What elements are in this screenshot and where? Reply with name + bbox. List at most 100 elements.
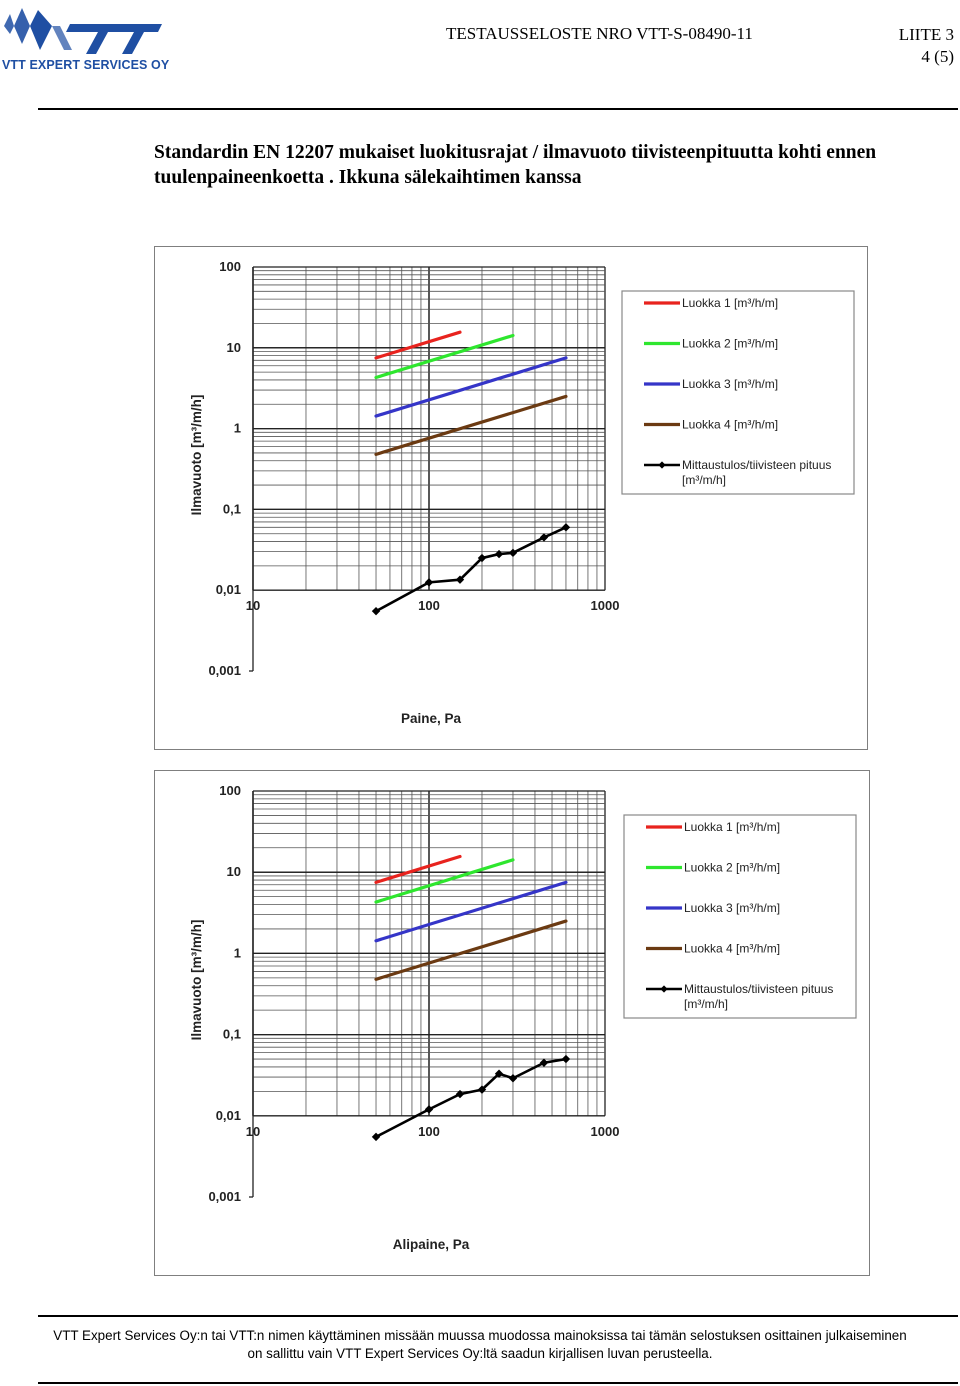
legend-item: Luokka 1 [m³/h/m] bbox=[646, 820, 780, 834]
legend-label: Luokka 2 [m³/h/m] bbox=[682, 337, 778, 351]
legend-item: Luokka 4 [m³/h/m] bbox=[646, 942, 780, 956]
x-tick-label: 1000 bbox=[591, 1124, 620, 1139]
chart-pressure: 0,001 0,01 0,1 1 10 100 10 100 1000 Paine, Pa Ilma… bbox=[189, 259, 855, 726]
data-point bbox=[561, 1054, 571, 1064]
legend-box bbox=[621, 290, 855, 495]
y-axis-title: Ilmavuoto [m³/m/h] bbox=[189, 920, 204, 1041]
grid bbox=[252, 266, 606, 591]
legend-label: Luokka 2 [m³/h/m] bbox=[684, 861, 780, 875]
footer-line-2: on sallittu vain VTT Expert Services Oy:… bbox=[247, 1346, 713, 1361]
page-title-line-2: tuulenpaineenkoetta . Ikkuna sälekaihtim… bbox=[154, 167, 582, 188]
y-tick-label: 0,1 bbox=[223, 501, 241, 516]
series-3 bbox=[374, 356, 568, 418]
series-4 bbox=[374, 394, 568, 456]
series-line bbox=[374, 1057, 568, 1139]
company-name: VTT EXPERT SERVICES OY bbox=[2, 58, 170, 72]
legend-label: Mittaustulos/tiivisteen pituus bbox=[684, 982, 833, 996]
legend-item: Luokka 2 [m³/h/m] bbox=[646, 861, 780, 875]
vtt-logo-icon bbox=[0, 4, 180, 74]
x-tick-label: 10 bbox=[246, 598, 260, 613]
x-axis-title: Paine, Pa bbox=[401, 711, 462, 726]
legend-label: Luokka 3 [m³/h/m] bbox=[682, 377, 778, 391]
legend-label: [m³/m/h] bbox=[684, 997, 728, 1011]
chart-underpressure: 0,001 0,01 0,1 1 10 100 10 100 1000 Alipaine, Pa I… bbox=[189, 783, 857, 1252]
data-point bbox=[539, 1058, 549, 1067]
footer-rule-top bbox=[38, 1315, 958, 1317]
data-point bbox=[371, 606, 381, 616]
legend: Luokka 1 [m³/h/m] Luokka 2 [m³/h/m] Luokka… bbox=[623, 814, 857, 1019]
page-title: Standardin EN 12207 mukaiset luokitusraj… bbox=[154, 140, 954, 190]
x-tick-label: 100 bbox=[418, 598, 440, 613]
legend-marker bbox=[658, 461, 666, 469]
series-line bbox=[374, 394, 568, 456]
legend-item: Mittaustulos/tiivisteen pituus[m³/m/h] bbox=[644, 458, 831, 487]
legend-item: Mittaustulos/tiivisteen pituus[m³/m/h] bbox=[646, 982, 833, 1011]
vtt-logo-mark bbox=[4, 8, 162, 54]
series-2 bbox=[374, 858, 515, 904]
header-rule bbox=[38, 108, 958, 110]
series-line bbox=[374, 919, 568, 981]
series-4 bbox=[374, 919, 568, 981]
x-axis-title: Alipaine, Pa bbox=[393, 1237, 470, 1252]
data-point bbox=[424, 1105, 434, 1114]
legend-label: Luokka 4 [m³/h/m] bbox=[684, 942, 780, 956]
legend-label: [m³/m/h] bbox=[682, 473, 726, 487]
series-line bbox=[374, 333, 515, 380]
data-point bbox=[494, 549, 504, 559]
legend-label: Mittaustulos/tiivisteen pituus bbox=[682, 458, 831, 472]
report-number: TESTAUSSELOSTE NRO VTT-S-08490-11 bbox=[446, 24, 753, 43]
legend-item: Luokka 3 [m³/h/m] bbox=[646, 901, 780, 915]
legend-marker bbox=[660, 985, 668, 993]
legend-label: Luokka 3 [m³/h/m] bbox=[684, 901, 780, 915]
legend-label: Luokka 4 [m³/h/m] bbox=[682, 418, 778, 432]
page-number: 4 (5) bbox=[921, 47, 954, 66]
legend-box bbox=[623, 814, 857, 1019]
y-axis-title: Ilmavuoto [m³/m/h] bbox=[189, 395, 204, 516]
data-point bbox=[508, 1074, 518, 1083]
legend-item: Luokka 2 [m³/h/m] bbox=[644, 337, 778, 351]
y-tick-label: 1 bbox=[234, 421, 241, 436]
footer-line-1: VTT Expert Services Oy:n tai VTT:n nimen… bbox=[53, 1328, 907, 1343]
series-line bbox=[374, 356, 568, 418]
legend-label: Luokka 1 [m³/h/m] bbox=[682, 296, 778, 310]
legend-item: Luokka 4 [m³/h/m] bbox=[644, 418, 778, 432]
appendix-number: LIITE 3 bbox=[898, 25, 954, 44]
y-tick-label: 100 bbox=[219, 783, 241, 798]
series-line bbox=[374, 858, 515, 904]
legend-item: Luokka 3 [m³/h/m] bbox=[644, 377, 778, 391]
y-tick-label: 10 bbox=[227, 864, 241, 879]
x-tick-label: 10 bbox=[246, 1124, 260, 1139]
series-line bbox=[374, 880, 568, 943]
legend-item: Luokka 1 [m³/h/m] bbox=[644, 296, 778, 310]
page-title-line-1: Standardin EN 12207 mukaiset luokitusraj… bbox=[154, 142, 877, 163]
footer-rule-bottom bbox=[38, 1382, 958, 1384]
data-point bbox=[371, 1132, 381, 1142]
y-tick-label: 0,001 bbox=[208, 1189, 241, 1204]
y-tick-label: 0,01 bbox=[216, 1108, 241, 1123]
x-tick-label: 100 bbox=[418, 1124, 440, 1139]
series-2 bbox=[374, 333, 515, 380]
y-tick-label: 0,01 bbox=[216, 582, 241, 597]
legend: Luokka 1 [m³/h/m] Luokka 2 [m³/h/m] Luokka… bbox=[621, 290, 855, 495]
data-point bbox=[539, 533, 549, 542]
y-tick-label: 100 bbox=[219, 259, 241, 274]
appendix-label: LIITE 3 4 (5) bbox=[899, 24, 954, 68]
series-1 bbox=[374, 854, 462, 884]
data-point bbox=[561, 523, 571, 532]
series-line bbox=[374, 526, 568, 613]
series-line bbox=[374, 854, 462, 884]
series-1 bbox=[374, 330, 462, 360]
y-tick-label: 0,001 bbox=[208, 663, 241, 678]
data-point bbox=[494, 1069, 504, 1078]
x-tick-label: 1000 bbox=[591, 598, 620, 613]
y-tick-label: 0,1 bbox=[223, 1027, 241, 1042]
chart-frame-pressure: 0,001 0,01 0,1 1 10 100 10 100 1000 Paine, Pa Ilma… bbox=[154, 246, 868, 750]
y-tick-label: 10 bbox=[227, 340, 241, 355]
y-tick-label: 1 bbox=[234, 945, 241, 960]
data-point bbox=[508, 548, 518, 558]
series-line bbox=[374, 330, 462, 360]
series-3 bbox=[374, 880, 568, 943]
chart-frame-underpressure: 0,001 0,01 0,1 1 10 100 10 100 1000 Alipaine, Pa I… bbox=[154, 770, 870, 1276]
grid bbox=[252, 790, 606, 1117]
legend-label: Luokka 1 [m³/h/m] bbox=[684, 820, 780, 834]
